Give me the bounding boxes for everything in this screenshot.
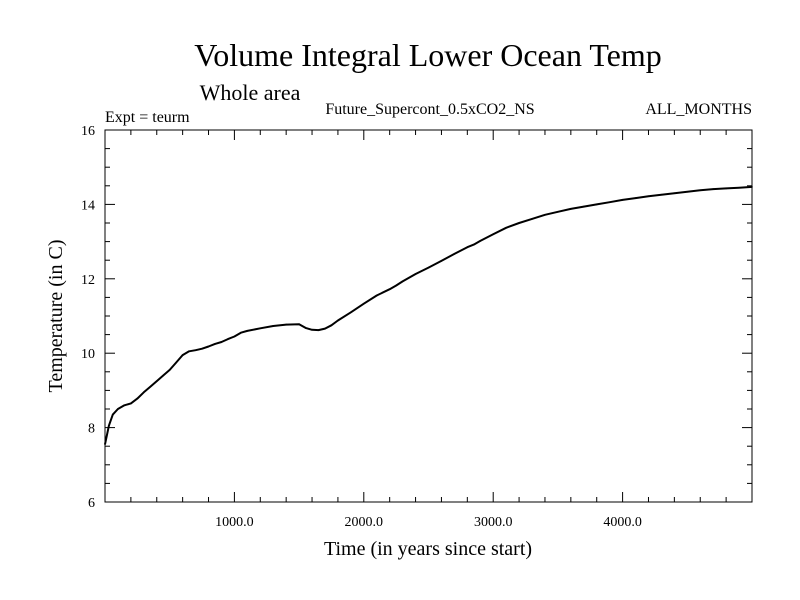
y-axis-label: Temperature (in C) [45, 240, 67, 393]
data-point [227, 338, 229, 340]
data-point [505, 227, 507, 229]
data-point [634, 197, 637, 199]
data-point [466, 246, 469, 248]
data-point [531, 218, 533, 220]
data-point [175, 361, 177, 364]
data-point [492, 233, 495, 235]
chart-title: Volume Integral Lower Ocean Temp [194, 37, 662, 73]
data-point [304, 327, 307, 329]
plot-frame [104, 129, 753, 503]
data-point [311, 329, 313, 331]
y-tick-label: 14 [81, 198, 95, 213]
data-point [188, 350, 190, 353]
data-point [143, 391, 145, 394]
y-tick-label: 10 [81, 347, 95, 362]
data-point [168, 369, 171, 371]
data-point [136, 397, 139, 400]
data-point [395, 284, 398, 287]
data-point [233, 335, 236, 338]
header-experiment: Expt = teurm [105, 109, 190, 126]
data-point [285, 323, 288, 326]
data-point [259, 327, 262, 330]
data-point [112, 413, 114, 416]
data-point [330, 324, 333, 327]
data-point [298, 323, 300, 326]
data-point [240, 331, 242, 334]
data-point [673, 192, 676, 194]
series-points [104, 186, 753, 446]
data-point [725, 187, 727, 190]
x-tick-label: 3000.0 [474, 515, 513, 530]
data-point [194, 349, 197, 352]
data-point [181, 354, 184, 356]
data-point [149, 385, 152, 388]
data-point [156, 380, 158, 382]
data-point [712, 188, 714, 190]
header-experiment-name: Future_Supercont_0.5xCO2_NS [325, 101, 534, 118]
data-point [595, 203, 598, 206]
data-point [220, 341, 223, 343]
y-tick-label: 6 [88, 496, 95, 511]
y-tick-label: 8 [88, 422, 95, 437]
data-point [479, 240, 482, 242]
data-point [453, 253, 456, 255]
data-point [317, 329, 320, 331]
data-point [473, 243, 475, 246]
data-point [130, 402, 132, 405]
data-point [214, 343, 216, 345]
axis-ticks [105, 129, 752, 503]
data-point [414, 273, 417, 275]
series-line [104, 185, 753, 445]
data-point [350, 311, 352, 314]
y-tick-label: 16 [81, 124, 95, 139]
data-point [375, 294, 378, 297]
data-point [201, 347, 203, 350]
data-point [401, 280, 404, 283]
data-point [427, 266, 430, 269]
data-point [104, 443, 106, 446]
x-tick-label: 4000.0 [603, 515, 642, 530]
data-point [117, 408, 119, 410]
data-point [647, 195, 650, 197]
data-point [324, 327, 326, 330]
y-tick-labels: 6 8 10 12 14 16 [81, 124, 95, 511]
x-tick-label: 1000.0 [215, 515, 254, 530]
data-point [108, 424, 110, 427]
data-point [123, 404, 126, 407]
header-months: ALL_MONTHS [645, 101, 752, 118]
data-point [544, 214, 546, 216]
data-point [583, 205, 585, 208]
data-point [570, 208, 572, 210]
data-point [699, 189, 701, 192]
data-point [621, 199, 624, 201]
data-point [557, 211, 559, 213]
x-tick-labels: 1000.0 2000.0 3000.0 4000.0 [215, 515, 642, 530]
data-point [363, 302, 365, 305]
data-point [337, 319, 339, 322]
x-tick-label: 2000.0 [345, 515, 384, 530]
data-point [272, 325, 275, 327]
data-point [388, 288, 391, 291]
data-point [246, 330, 249, 332]
data-point [518, 222, 520, 224]
y-tick-label: 12 [81, 273, 95, 288]
x-axis-label: Time (in years since start) [324, 538, 532, 560]
data-point [440, 260, 443, 262]
data-point [686, 191, 689, 193]
chart-subtitle: Whole area [200, 80, 301, 105]
data-point [738, 186, 740, 189]
data-point [660, 193, 663, 196]
data-point [608, 201, 611, 203]
data-point [751, 186, 753, 188]
data-point [162, 374, 164, 377]
data-point [207, 345, 210, 348]
